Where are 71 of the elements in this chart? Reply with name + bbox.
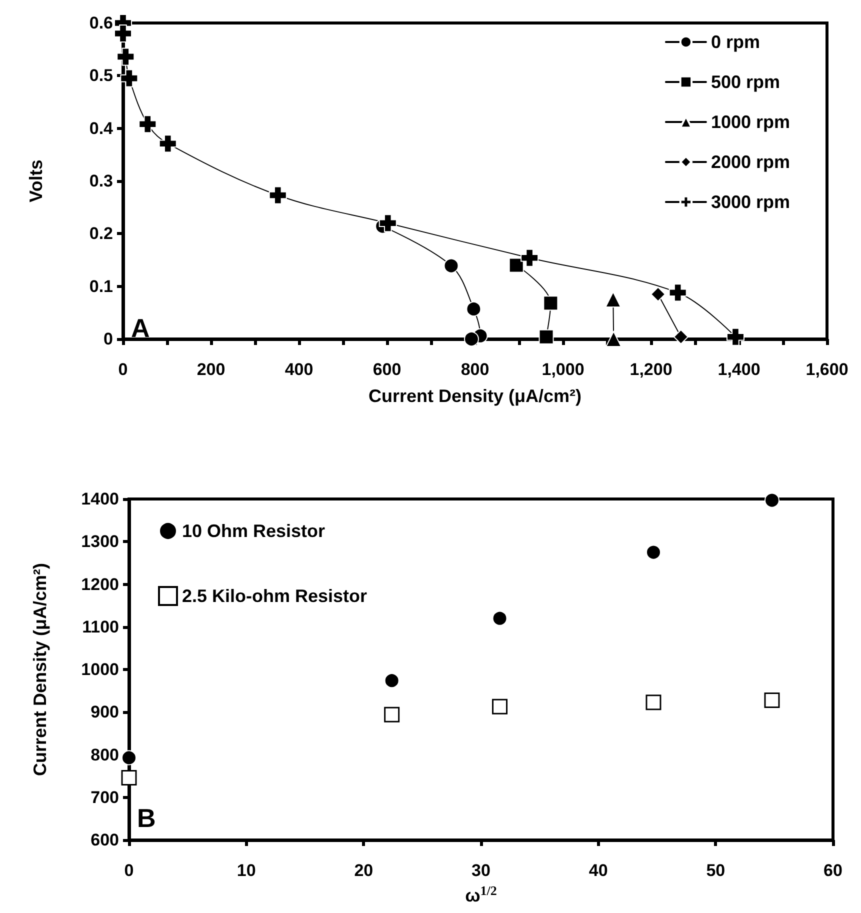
point — [726, 328, 744, 346]
point — [673, 329, 688, 344]
point — [538, 329, 554, 344]
point — [646, 694, 662, 710]
point — [122, 750, 136, 766]
y-tick-label: 900 — [90, 702, 119, 722]
x-tick-label: 1,200 — [630, 360, 672, 379]
y-tick-label: 600 — [90, 830, 119, 850]
x-tick-label: 800 — [460, 360, 490, 379]
y-axis-title: Current Density (μA/cm²) — [30, 562, 50, 776]
x-tick-label: 60 — [824, 861, 842, 880]
point — [158, 134, 177, 153]
x-tick-label: 10 — [236, 861, 256, 880]
point — [508, 258, 524, 273]
point — [466, 301, 482, 316]
y-tick-label: 1300 — [81, 532, 119, 552]
point — [764, 492, 780, 508]
point — [384, 673, 400, 688]
y-tick-label: 0.1 — [89, 276, 113, 296]
point — [444, 258, 459, 274]
y-tick-label: 0 — [104, 330, 113, 348]
point — [646, 544, 661, 560]
x-tick-label: 400 — [284, 360, 314, 379]
point — [492, 610, 508, 626]
annotation: A — [131, 313, 150, 343]
x-tick-label: 1,400 — [718, 360, 760, 379]
legend-label: 2.5 Kilo-ohm Resistor — [182, 586, 368, 606]
point — [668, 284, 687, 302]
point — [464, 332, 479, 346]
y-tick-label: 1000 — [81, 660, 119, 679]
legend-label: 3000 rpm — [710, 192, 790, 212]
x-tick-label: 20 — [354, 861, 374, 880]
point — [492, 698, 508, 714]
y-tick-label: 1100 — [82, 617, 119, 636]
point — [384, 706, 400, 722]
y-tick-label: 0.2 — [89, 224, 113, 244]
point — [378, 214, 397, 232]
x-tick-label: 1,000 — [542, 360, 584, 379]
legend-label: 0 rpm — [710, 32, 760, 52]
y-tick-label: 0.4 — [89, 118, 114, 138]
point — [543, 296, 558, 311]
x-tick-label: 0 — [124, 861, 134, 880]
x-tick-label: 50 — [706, 861, 726, 880]
legend-label: 2000 rpm — [710, 152, 790, 172]
y-tick-label: 1400 — [81, 490, 119, 508]
point — [268, 186, 287, 204]
point — [121, 770, 137, 786]
legend-label: 500 rpm — [710, 72, 780, 92]
x-tick-label: 30 — [472, 861, 490, 880]
y-axis-title: Volts — [26, 160, 46, 202]
x-tick-label: 200 — [196, 360, 226, 379]
point — [114, 24, 132, 43]
point — [120, 69, 138, 88]
x-axis-title: Current Density (μA/cm²) — [368, 386, 582, 406]
point — [764, 692, 780, 708]
y-tick-label: 1200 — [81, 574, 119, 594]
y-tick-label: 800 — [90, 745, 119, 764]
legend-label: 10 Ohm Resistor — [182, 521, 326, 541]
annotation: B — [137, 803, 156, 833]
y-tick-label: 0.5 — [89, 66, 113, 86]
x-tick-label: 1,600 — [806, 360, 848, 379]
point — [116, 48, 135, 66]
y-tick-label: 0.3 — [89, 172, 113, 190]
legend-label: 1000 rpm — [710, 112, 790, 132]
x-tick-label: 40 — [588, 861, 608, 880]
point — [520, 248, 539, 267]
x-tick-label: 600 — [372, 360, 402, 379]
point — [650, 286, 666, 302]
point — [138, 115, 157, 134]
y-tick-label: 0.6 — [89, 14, 113, 32]
y-tick-label: 700 — [90, 788, 119, 807]
